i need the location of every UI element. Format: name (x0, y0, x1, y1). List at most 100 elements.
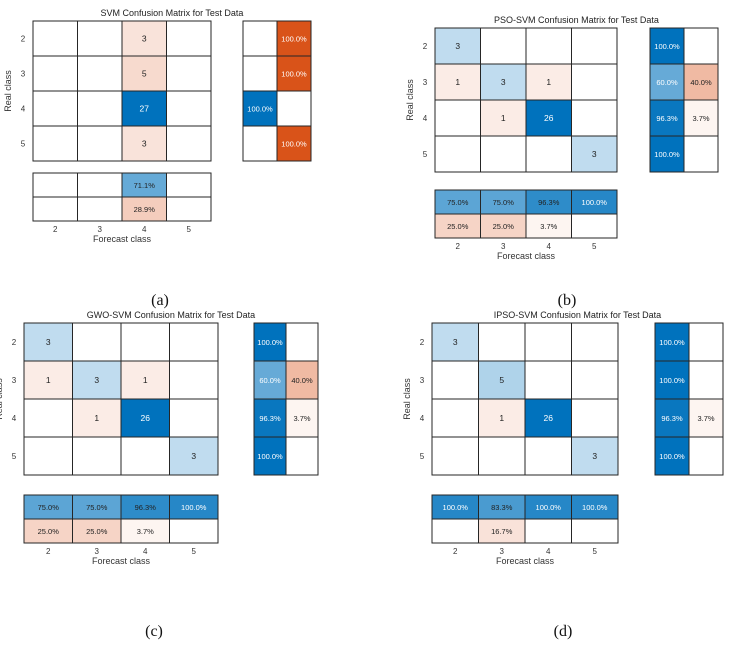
col-summary-cell (571, 494, 619, 520)
matrix-cell-value: 1 (546, 77, 551, 87)
matrix-cell (121, 55, 167, 92)
col-summary-value: 75.0% (447, 198, 469, 207)
y-tick-label: 4 (21, 105, 26, 114)
x-tick-label: 3 (500, 547, 505, 556)
row-summary-cell (683, 135, 719, 173)
matrix-cell (32, 90, 78, 127)
matrix-cell-value: 3 (191, 451, 196, 461)
col-summary-value: 100.0% (443, 503, 469, 512)
matrix-cell (571, 135, 618, 173)
x-tick-label: 2 (453, 547, 458, 556)
col-summary-value: 100.0% (536, 503, 562, 512)
col-summary-value: 3.7% (540, 222, 557, 231)
panel-caption: (d) (554, 623, 573, 640)
matrix-cell (166, 90, 212, 127)
col-summary-value: 96.3% (538, 198, 560, 207)
row-summary-value: 96.3% (656, 114, 678, 123)
matrix-cell (120, 322, 170, 362)
x-tick-label: 4 (547, 242, 552, 251)
matrix-cell (525, 99, 572, 137)
matrix-cell (525, 135, 572, 173)
row-summary-value: 60.0% (656, 78, 678, 87)
matrix-cell (23, 322, 73, 362)
matrix-cell (478, 322, 526, 362)
matrix-cell (120, 398, 170, 438)
row-summary-cell (683, 63, 719, 101)
x-tick-label: 5 (593, 547, 598, 556)
matrix-cell (524, 322, 572, 362)
matrix-cell-value: 1 (499, 413, 504, 423)
matrix-cell (571, 99, 618, 137)
col-summary-cell (480, 213, 527, 239)
y-tick-label: 3 (420, 376, 425, 385)
row-summary-value: 100.0% (659, 452, 685, 461)
col-summary-cell (166, 196, 212, 222)
matrix-cell (571, 436, 619, 476)
confusion-panel-a: SVM Confusion Matrix for Test Data 3 5 27 3 1… (3, 8, 312, 309)
col-summary-value: 3.7% (137, 527, 154, 536)
col-summary-cell (169, 518, 219, 544)
col-summary-cell (121, 196, 167, 222)
col-summary-value: 28.9% (134, 205, 156, 214)
matrix-cell-value: 3 (455, 41, 460, 51)
matrix-cell (571, 322, 619, 362)
col-summary-cell (32, 196, 78, 222)
matrix-cell (77, 125, 123, 162)
row-summary-value: 100.0% (247, 105, 273, 114)
col-summary-value: 16.7% (491, 527, 513, 536)
x-tick-label: 2 (46, 547, 51, 556)
row-summary-cell (688, 322, 724, 362)
matrix-cell (525, 27, 572, 65)
col-summary-value: 25.0% (493, 222, 515, 231)
x-tick-label: 4 (143, 547, 148, 556)
matrix-cell-value: 1 (455, 77, 460, 87)
matrix-cell-value: 1 (46, 375, 51, 385)
matrix-cell-value: 5 (499, 375, 504, 385)
matrix-cell (169, 398, 219, 438)
matrix-cell (72, 436, 122, 476)
row-summary-value: 40.0% (291, 376, 313, 385)
panel-caption: (b) (558, 292, 577, 309)
row-summary-cell (276, 90, 312, 127)
x-axis-label: Forecast class (497, 251, 556, 261)
y-tick-label: 2 (12, 338, 17, 347)
row-summary-value: 60.0% (259, 376, 281, 385)
row-summary-cell (649, 135, 685, 173)
y-axis-label: Real class (405, 79, 415, 121)
matrix-cell (478, 436, 526, 476)
matrix-cell (431, 436, 479, 476)
col-summary-value: 83.3% (491, 503, 513, 512)
y-tick-label: 3 (423, 78, 428, 87)
x-tick-label: 3 (98, 225, 103, 234)
matrix-cell-value: 3 (501, 77, 506, 87)
col-summary-value: 96.3% (135, 503, 157, 512)
col-summary-cell (434, 213, 481, 239)
matrix-cell (166, 20, 212, 57)
matrix-cell (431, 322, 479, 362)
matrix-cell (32, 20, 78, 57)
matrix-cell-value: 1 (94, 413, 99, 423)
col-summary-cell (169, 494, 219, 520)
col-summary-cell (72, 494, 122, 520)
row-summary-cell (242, 20, 278, 57)
matrix-cell-value: 5 (142, 69, 147, 79)
y-tick-label: 5 (423, 150, 428, 159)
matrix-cell (524, 360, 572, 400)
col-summary-cell (431, 494, 479, 520)
matrix-cell (480, 27, 527, 65)
matrix-cell (32, 125, 78, 162)
x-tick-label: 4 (142, 225, 147, 234)
confusion-panel-b: PSO-SVM Confusion Matrix for Test Data 3 1… (405, 15, 719, 309)
col-summary-cell (524, 518, 572, 544)
col-summary-cell (120, 494, 170, 520)
row-summary-cell (683, 99, 719, 137)
col-summary-value: 75.0% (493, 198, 515, 207)
row-summary-cell (649, 27, 685, 65)
row-summary-value: 3.7% (697, 414, 714, 423)
confusion-panel-c: GWO-SVM Confusion Matrix for Test Data 3 1… (0, 310, 319, 640)
row-summary-value: 100.0% (654, 150, 680, 159)
x-tick-label: 2 (456, 242, 461, 251)
x-tick-label: 5 (592, 242, 597, 251)
col-summary-value: 100.0% (181, 503, 207, 512)
matrix-cell (524, 398, 572, 438)
